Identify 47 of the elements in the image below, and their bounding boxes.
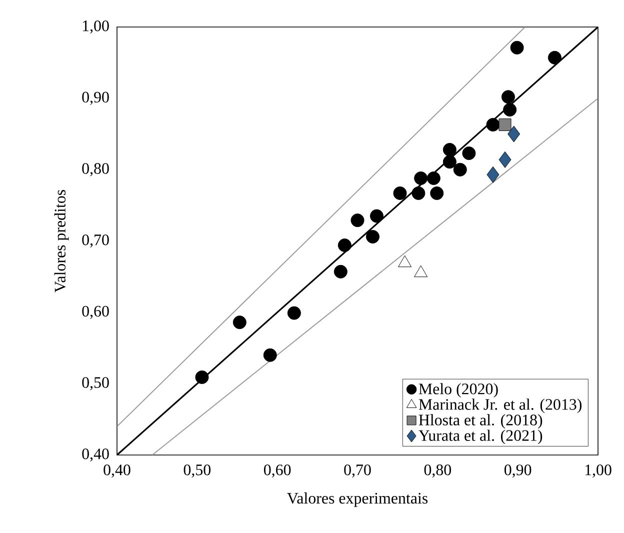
point xyxy=(498,118,512,131)
point xyxy=(370,209,384,223)
point xyxy=(263,348,277,362)
point xyxy=(508,126,520,142)
point xyxy=(430,186,444,200)
legend-label: Melo (2020) xyxy=(418,383,498,398)
legend-label: Marinack Jr. et al. (2013) xyxy=(418,398,582,414)
y-tick-label: 0,80 xyxy=(82,163,109,176)
x-axis-title: Valores experimentais xyxy=(287,492,428,507)
point xyxy=(510,40,524,54)
legend-label: Hlosta et al. (2018) xyxy=(418,414,542,429)
point xyxy=(442,155,456,169)
point xyxy=(501,90,515,104)
point xyxy=(195,370,209,384)
y-axis-title: Valores preditos xyxy=(54,190,69,292)
point xyxy=(338,238,352,252)
point xyxy=(453,162,467,176)
point xyxy=(232,316,246,330)
x-tick-label: 1,00 xyxy=(585,464,612,478)
point xyxy=(503,102,517,116)
point xyxy=(498,151,512,168)
point xyxy=(287,306,301,320)
x-tick-label: 0,80 xyxy=(424,464,452,478)
point xyxy=(548,50,562,64)
point xyxy=(462,146,476,160)
legend-label: Yurata et al. (2021) xyxy=(418,430,542,444)
point xyxy=(414,171,428,185)
y-tick-label: 0,60 xyxy=(82,306,109,319)
point xyxy=(486,166,500,183)
point xyxy=(334,264,348,278)
y-tick-label: 0,50 xyxy=(82,377,109,390)
x-tick-label: 0,70 xyxy=(344,464,371,478)
x-tick-label: 0,40 xyxy=(104,464,130,478)
point xyxy=(393,186,407,200)
x-tick-label: 0,90 xyxy=(504,464,532,478)
y-tick-label: 1,00 xyxy=(82,20,109,34)
point xyxy=(426,171,440,185)
point xyxy=(442,142,456,156)
x-tick-label: 0,50 xyxy=(184,464,211,478)
point xyxy=(412,186,426,200)
y-tick-label: 0,90 xyxy=(82,92,109,105)
y-tick-label: 0,40 xyxy=(82,448,109,462)
x-tick-label: 0,60 xyxy=(264,464,291,478)
point xyxy=(366,230,380,244)
point xyxy=(350,214,364,228)
point xyxy=(486,118,500,132)
y-tick-label: 0,70 xyxy=(82,234,109,248)
